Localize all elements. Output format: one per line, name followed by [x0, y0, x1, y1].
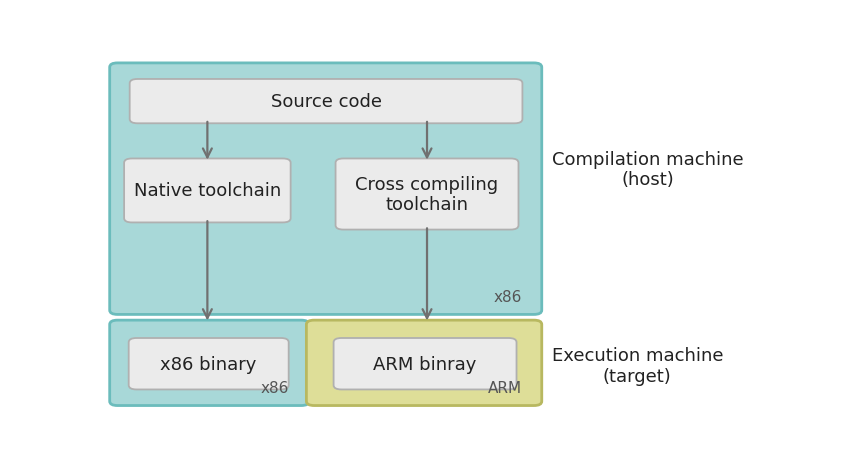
Text: Execution machine
(target): Execution machine (target)	[552, 346, 723, 385]
Text: Compilation machine
(host): Compilation machine (host)	[552, 150, 744, 189]
Text: x86: x86	[494, 289, 522, 304]
FancyBboxPatch shape	[124, 159, 291, 223]
Text: ARM binray: ARM binray	[373, 355, 477, 373]
FancyBboxPatch shape	[129, 80, 523, 124]
FancyBboxPatch shape	[306, 320, 541, 406]
Text: Source code: Source code	[271, 93, 382, 111]
Text: Cross compiling
toolchain: Cross compiling toolchain	[355, 175, 498, 214]
FancyBboxPatch shape	[336, 159, 519, 230]
FancyBboxPatch shape	[110, 64, 541, 315]
Text: Native toolchain: Native toolchain	[134, 182, 281, 200]
Text: x86 binary: x86 binary	[161, 355, 257, 373]
FancyBboxPatch shape	[129, 338, 288, 389]
FancyBboxPatch shape	[110, 320, 309, 406]
FancyBboxPatch shape	[333, 338, 517, 389]
Text: ARM: ARM	[488, 380, 522, 395]
Text: x86: x86	[261, 380, 289, 395]
